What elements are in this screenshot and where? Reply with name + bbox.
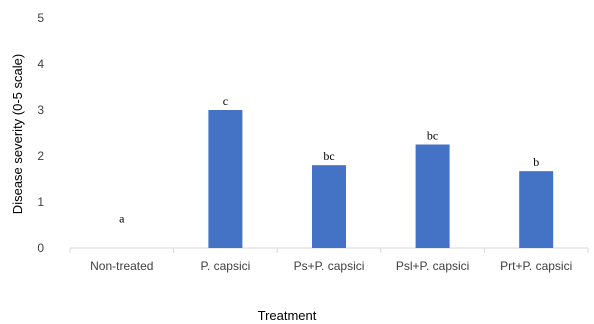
- y-tick-label: 3: [37, 103, 44, 117]
- bar: [312, 165, 346, 248]
- data-label: c: [223, 94, 228, 108]
- y-tick-label: 2: [37, 149, 44, 163]
- y-tick-label: 4: [37, 57, 44, 71]
- x-axis-title: Treatment: [258, 308, 317, 323]
- bar: [415, 144, 450, 248]
- bar: [208, 110, 243, 248]
- y-tick-label: 5: [37, 11, 44, 25]
- data-label: bc: [323, 149, 334, 163]
- x-tick-label: Prt+P. capsici: [500, 259, 572, 273]
- x-axis-category-labels: Non-treated P. capsici Ps+P. capsici Psl+P.…: [90, 259, 572, 273]
- data-labels: a c bc bc b: [119, 94, 539, 226]
- y-tick-label: 0: [37, 241, 44, 255]
- y-axis-tick-labels: 0 1 2 3 4 5: [37, 11, 44, 255]
- data-label: bc: [427, 129, 438, 143]
- x-tick-label: Non-treated: [90, 259, 153, 273]
- x-tick-label: Ps+P. capsici: [294, 259, 365, 273]
- y-axis-title: Disease severity (0-5 scale): [10, 54, 25, 214]
- bar: [519, 171, 554, 248]
- data-label: b: [533, 155, 539, 169]
- data-label: a: [119, 212, 125, 226]
- x-axis-tick-marks: [69, 248, 589, 253]
- bars: [208, 110, 554, 248]
- y-tick-label: 1: [37, 195, 44, 209]
- x-tick-label: P. capsici: [200, 259, 250, 273]
- x-tick-label: Psl+P. capsici: [396, 259, 469, 273]
